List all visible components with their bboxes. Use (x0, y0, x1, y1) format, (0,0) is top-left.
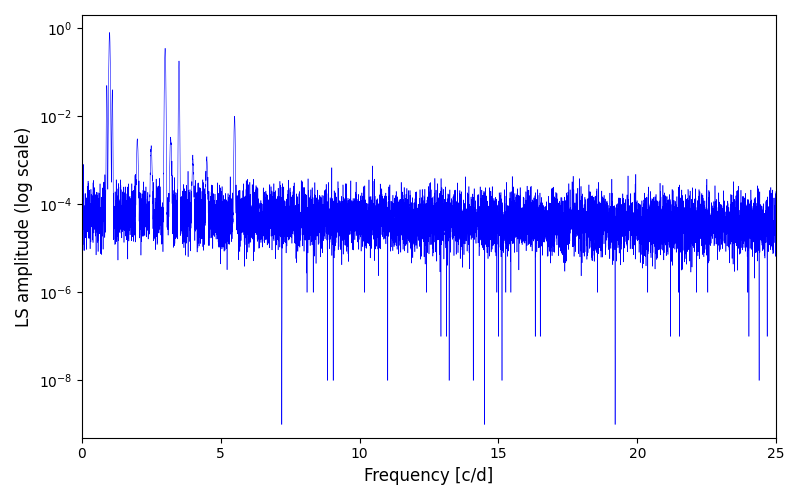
Y-axis label: LS amplitude (log scale): LS amplitude (log scale) (15, 126, 33, 326)
X-axis label: Frequency [c/d]: Frequency [c/d] (364, 467, 494, 485)
